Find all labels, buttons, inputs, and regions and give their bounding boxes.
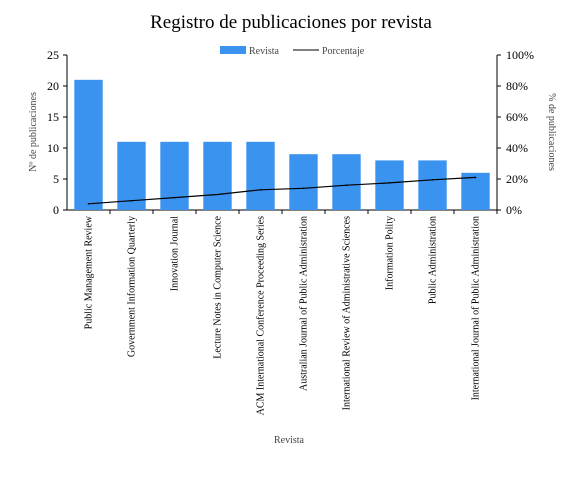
- right-tick-label: 80%: [506, 79, 528, 93]
- line-point: [259, 189, 262, 191]
- category-labels: Public Management Review Government Infor…: [84, 215, 482, 415]
- right-tick-label: 20%: [506, 172, 528, 186]
- y2-axis-title: % de publicaciones: [546, 93, 557, 171]
- right-tick-label: 60%: [506, 110, 528, 124]
- left-tick-label: 15: [47, 110, 59, 124]
- bar: [418, 160, 447, 210]
- legend-label-porcentaje: Porcentaje: [322, 46, 365, 57]
- percentage-line-group: [87, 176, 477, 205]
- bar: [74, 79, 103, 210]
- right-tick-label: 100%: [506, 48, 534, 62]
- line-point: [474, 176, 477, 179]
- line-point: [216, 193, 219, 196]
- bar: [332, 154, 361, 210]
- category-label: Lecture Notes in Computer Science: [213, 215, 224, 358]
- category-label: Information Polity: [385, 216, 396, 290]
- line-point: [388, 182, 391, 184]
- right-axis: 0% 20% 40% 60% 80% 100%: [496, 48, 534, 217]
- line-point: [345, 184, 348, 186]
- category-label: Australian Journal of Public Administrat…: [299, 216, 310, 391]
- left-tick-label: 0: [53, 203, 59, 217]
- legend-label-revista: Revista: [249, 46, 280, 57]
- y-axis-title: Nº de publicaciones: [28, 92, 39, 172]
- category-label: Government Information Quarterly: [127, 216, 138, 357]
- category-label: Public Administration: [428, 216, 439, 304]
- category-label: ACM International Conference Proceeding …: [256, 216, 267, 415]
- right-tick-label: 40%: [506, 141, 528, 155]
- line-point: [431, 178, 434, 181]
- bar: [117, 141, 146, 210]
- bar: [289, 154, 318, 210]
- legend: Revista Porcentaje: [220, 46, 365, 57]
- bar: [246, 141, 275, 210]
- category-label: Public Management Review: [84, 215, 95, 329]
- left-tick-label: 10: [47, 141, 59, 155]
- bar: [160, 141, 189, 210]
- chart-title: Registro de publicaciones por revista: [150, 12, 432, 33]
- bar: [375, 160, 404, 210]
- line-point: [302, 187, 305, 190]
- line-point: [130, 199, 133, 202]
- bars: [74, 79, 498, 214]
- left-tick-label: 5: [53, 172, 59, 186]
- bar: [203, 141, 232, 210]
- legend-swatch-revista: [220, 46, 246, 54]
- category-label: International Review of Administrative S…: [342, 216, 353, 410]
- line-point: [173, 196, 176, 199]
- percentage-line: [88, 176, 476, 205]
- category-label: International Journal of Public Administ…: [471, 216, 482, 400]
- line-point: [87, 203, 90, 205]
- left-tick-label: 20: [47, 79, 59, 93]
- category-label: Innovation Journal: [170, 216, 181, 291]
- bar: [461, 172, 490, 210]
- x-axis-title: Revista: [274, 435, 305, 446]
- right-tick-label: 0%: [506, 203, 522, 217]
- left-tick-label: 25: [47, 48, 59, 62]
